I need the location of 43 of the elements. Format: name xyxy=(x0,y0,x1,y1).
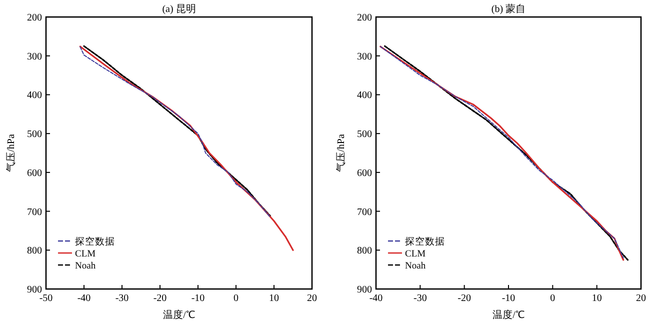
y-tick-label: 200 xyxy=(357,12,372,24)
legend-label: 探空数据 xyxy=(405,236,445,248)
y-tick-label: 200 xyxy=(27,12,42,24)
x-tick-label: -10 xyxy=(502,293,516,304)
y-tick-label: 700 xyxy=(27,206,42,218)
y-tick-label: 900 xyxy=(27,284,42,296)
y-tick-label: 800 xyxy=(27,246,42,257)
chart-title: (b) 蒙自 xyxy=(491,3,526,15)
x-tick-label: -30 xyxy=(115,293,129,304)
x-tick-label: 0 xyxy=(550,293,556,304)
x-tick-label: -30 xyxy=(413,293,427,304)
y-axis-title: 气压/hPa xyxy=(5,134,17,172)
x-tick-label: 20 xyxy=(307,293,317,304)
y-tick-label: 700 xyxy=(357,206,372,218)
x-tick-label: -10 xyxy=(191,293,205,304)
y-tick-label: 900 xyxy=(357,284,372,296)
legend-label: CLM xyxy=(405,250,426,260)
y-tick-label: 300 xyxy=(27,51,42,62)
y-tick-label: 400 xyxy=(27,90,42,102)
y-tick-label: 500 xyxy=(357,129,372,140)
x-tick-label: 20 xyxy=(636,293,646,304)
y-tick-label: 400 xyxy=(357,90,372,102)
y-tick-label: 600 xyxy=(27,168,42,179)
x-tick-label: 10 xyxy=(269,293,279,304)
x-tick-label: 0 xyxy=(234,293,238,304)
y-tick-label: 500 xyxy=(27,129,42,140)
legend-label: Noah xyxy=(405,262,426,272)
x-tick-label: -40 xyxy=(77,293,91,304)
x-tick-label: -50 xyxy=(39,293,53,304)
x-tick-label: 10 xyxy=(592,293,602,304)
y-tick-label: 600 xyxy=(357,168,372,179)
legend-label: 探空数据 xyxy=(75,236,115,248)
x-axis-title: 温度/℃ xyxy=(492,309,524,321)
y-axis-title: 气压/hPa xyxy=(335,134,347,172)
x-tick-label: -20 xyxy=(458,293,472,304)
chart-title: (a) 昆明 xyxy=(162,4,196,15)
legend-label: CLM xyxy=(75,250,96,260)
x-tick-label: -20 xyxy=(153,293,167,304)
y-tick-label: 300 xyxy=(357,51,372,62)
x-tick-label: -40 xyxy=(369,293,383,304)
legend-label: Noah xyxy=(75,262,96,272)
x-axis-title: 温度/℃ xyxy=(163,309,195,321)
y-tick-label: 800 xyxy=(357,246,372,257)
